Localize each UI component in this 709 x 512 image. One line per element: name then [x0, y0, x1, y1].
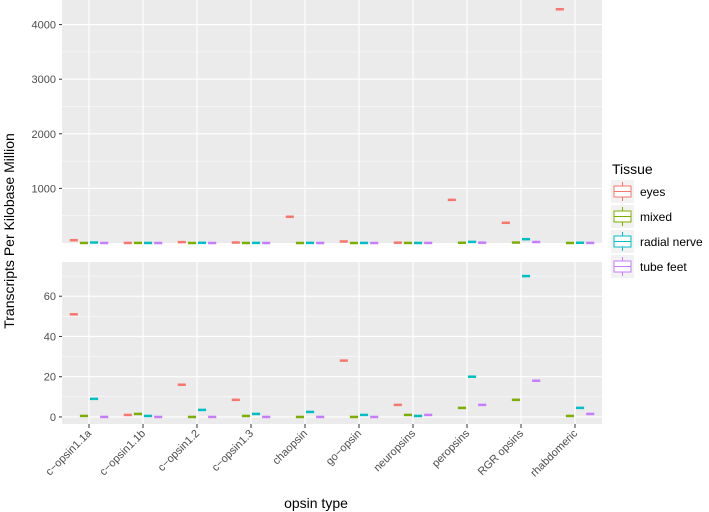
y-tick-label: 3000	[32, 74, 56, 86]
x-tick-label: chaopsin	[270, 428, 310, 468]
y-axis-title: Transcripts Per Kilobase Million	[1, 133, 17, 329]
lower-panel: 0 20 40 60	[44, 262, 602, 424]
y-tick-label: 40	[44, 331, 56, 343]
x-tick-label: peropsins	[430, 427, 473, 470]
x-tick-label: c−opsin1.1a	[43, 427, 94, 478]
y-tick-label: 0	[50, 412, 56, 424]
x-tick-label: c−opsin1.2	[156, 428, 202, 474]
legend-title: Tissue	[612, 161, 653, 177]
legend-label-tube-feet: tube feet	[640, 260, 687, 274]
x-tick-label: RGR opsins	[476, 427, 527, 478]
x-tick-label: rhabdomeric	[528, 427, 580, 479]
y-tick-label: 20	[44, 372, 56, 384]
x-axis-title: opsin type	[284, 495, 348, 511]
x-axis: c−opsin1.1a c−opsin1.1b c−opsin1.2 c−opsin1…	[43, 424, 580, 479]
legend: Tissue eyes mixed radial nerve tube feet	[611, 161, 703, 278]
y-tick-label: 2000	[32, 129, 56, 141]
legend-label-radial-nerve: radial nerve	[640, 235, 703, 249]
y-tick-label: 1000	[32, 183, 56, 195]
panel-background	[62, 0, 602, 243]
legend-label-mixed: mixed	[640, 210, 672, 224]
y-tick-label: 4000	[32, 20, 56, 32]
x-tick-label: go−opsin	[324, 428, 364, 468]
x-tick-label: neuropsins	[372, 427, 419, 474]
x-tick-label: c−opsin1.1b	[97, 428, 148, 479]
y-tick-label: 60	[44, 291, 56, 303]
x-tick-label: c−opsin1.3	[210, 428, 256, 474]
legend-label-eyes: eyes	[640, 185, 665, 199]
upper-panel: 1000 2000 3000 4000	[32, 0, 602, 245]
